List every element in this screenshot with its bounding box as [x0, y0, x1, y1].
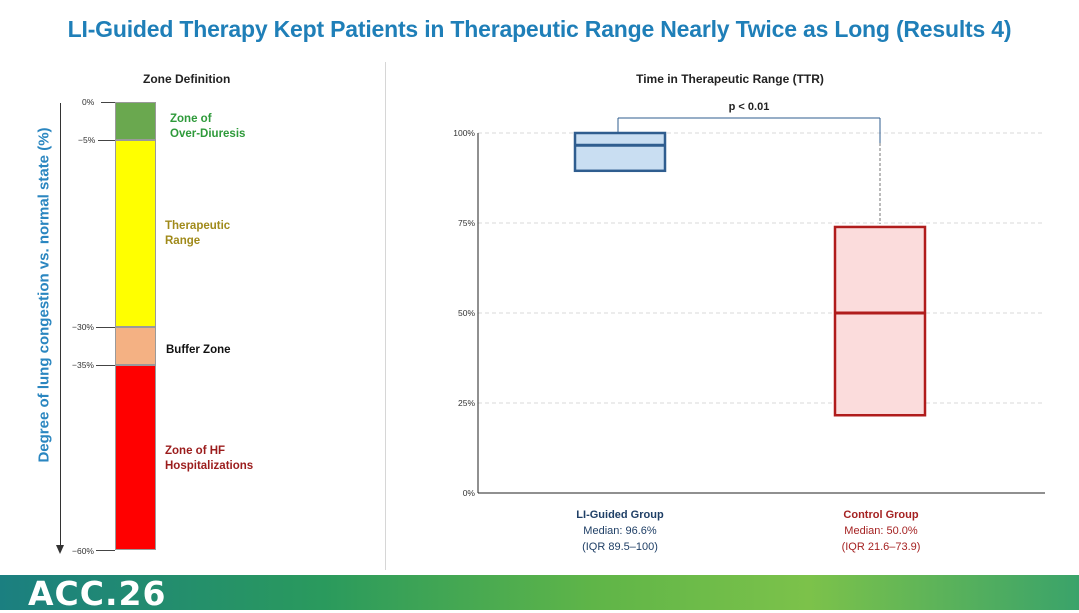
- zone-label-buffer: Buffer Zone: [166, 344, 231, 356]
- y-tick-label-0: 0%: [463, 488, 476, 498]
- tick-minus5: −5%: [78, 135, 96, 145]
- y-tick-label-100: 100%: [453, 128, 475, 138]
- y-tick-label-50: 50%: [458, 308, 475, 318]
- tick-minus30: −30%: [72, 322, 94, 332]
- down-arrow-icon: [56, 545, 64, 554]
- y-axis-arrow-line: [60, 103, 61, 546]
- tick-mark-minus30: [96, 327, 115, 328]
- zone-buffer-bar: [115, 327, 156, 365]
- group-median-li-guided: Median: 96.6%: [583, 525, 657, 537]
- slide-title: LI-Guided Therapy Kept Patients in Thera…: [67, 16, 1012, 42]
- group-label-li-guided: LI-Guided Group Median: 96.6% (IQR 89.5–…: [520, 507, 720, 555]
- zone-label-over-diuresis: Zone of Over-Diuresis: [170, 113, 246, 140]
- group-iqr-li-guided: (IQR 89.5–100): [582, 541, 658, 553]
- acc-logo: ACC.26: [28, 574, 167, 613]
- group-name-control: Control Group: [843, 509, 919, 521]
- group-label-control: Control Group Median: 50.0% (IQR 21.6–73…: [781, 507, 981, 555]
- group-median-control: Median: 50.0%: [844, 525, 918, 537]
- ttr-box-chart: 0% 25% 50% 75% 100% p < 0.01: [453, 101, 1045, 498]
- zone-therapeutic-bar: [115, 140, 156, 327]
- box-control: [833, 225, 927, 417]
- tick-minus60: −60%: [72, 546, 94, 556]
- group-name-li-guided: LI-Guided Group: [576, 509, 664, 521]
- y-axis-label: Degree of lung congestion vs. normal sta…: [35, 127, 53, 463]
- zone-label-hf: Zone of HF Hospitalizations: [165, 445, 254, 472]
- footer-banner: ACC.26: [0, 574, 1079, 613]
- tick-mark-minus5: [98, 140, 115, 141]
- zone-label-therapeutic: Therapeutic Range: [165, 220, 231, 247]
- zone-over-diuresis-bar: [115, 102, 156, 140]
- zone-hf-bar: [115, 365, 156, 550]
- tick-0: 0%: [82, 97, 95, 107]
- panel-divider: [385, 62, 386, 570]
- y-tick-label-25: 25%: [458, 398, 475, 408]
- y-tick-label-75: 75%: [458, 218, 475, 228]
- ttr-chart-title: Time in Therapeutic Range (TTR): [636, 72, 824, 86]
- tick-mark-0: [101, 102, 115, 103]
- p-value-label: p < 0.01: [729, 101, 770, 113]
- tick-minus35: −35%: [72, 360, 94, 370]
- zone-definition-title: Zone Definition: [143, 72, 231, 86]
- group-iqr-control: (IQR 21.6–73.9): [841, 541, 921, 553]
- tick-mark-minus35: [96, 365, 115, 366]
- tick-mark-minus60: [96, 550, 115, 551]
- box-li-guided: [573, 131, 667, 173]
